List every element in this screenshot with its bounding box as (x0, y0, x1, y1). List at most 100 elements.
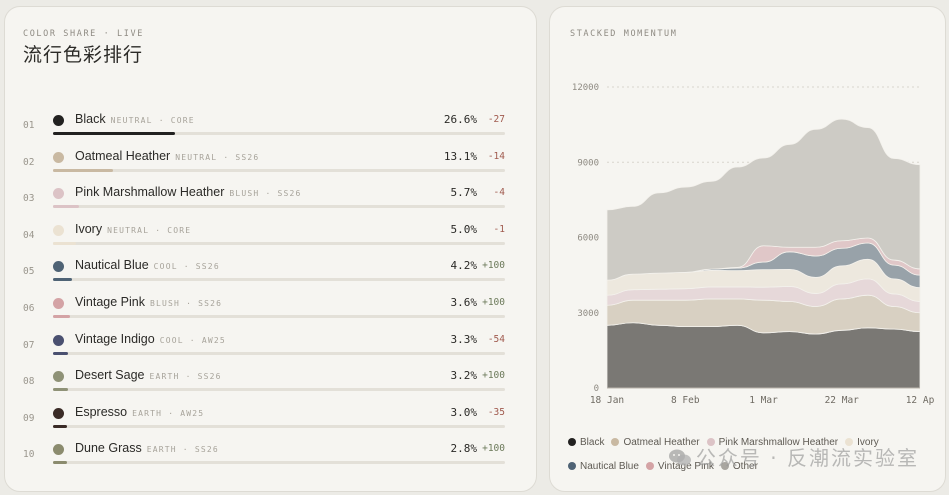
y-tick-label: 6000 (577, 234, 599, 244)
color-row: 08 Desert Sage EARTH · SS26 3.2% +100 (23, 368, 505, 405)
share-percent: 3.2% (450, 369, 478, 383)
color-name-text: Pink Marshmallow Heather (75, 185, 225, 200)
share-bar-track (53, 424, 505, 428)
color-name-text: Black (75, 112, 106, 126)
legend-swatch (720, 462, 729, 470)
x-tick-label: 18 Jan (590, 395, 624, 406)
stacked-area-chart: 0 3000 6000 9000 12000 18 Jan 8 Feb 1 Mar 22 Mar… (572, 83, 935, 406)
color-row: 05 Nautical Blue COOL · SS26 4.2% +100 (23, 258, 505, 295)
share-bar-fill (53, 168, 114, 172)
color-name: Espresso EARTH · AW25 (75, 405, 204, 419)
share-percent: 5.0% (450, 222, 478, 236)
color-name-text: Ivory (75, 221, 103, 236)
x-tick-label: 8 Feb (671, 395, 700, 406)
color-swatch (53, 407, 64, 419)
color-tags: EARTH · AW25 (132, 408, 205, 418)
x-tick-label: 12 Ap (906, 395, 935, 406)
color-name: Oatmeal Heather NEUTRAL · SS26 (75, 149, 259, 163)
rank-number: 02 (23, 156, 35, 168)
legend-label: Nautical Blue (580, 461, 639, 472)
color-row: 03 Pink Marshmallow Heather BLUSH · SS26 5.… (23, 185, 505, 222)
color-name: Pink Marshmallow Heather BLUSH · SS26 (75, 185, 302, 199)
color-swatch (53, 444, 64, 456)
share-bar-track (53, 241, 505, 245)
color-row: 07 Vintage Indigo COOL · AW25 3.3% -54 (23, 332, 505, 369)
color-row: 09 Espresso EARTH · AW25 3.0% -35 (23, 405, 505, 442)
stacked-momentum-card: STACKED MOMENTUM 0 3000 6000 9000 12000 18 Ja… (549, 6, 946, 492)
legend-item: Oatmeal Heather (611, 431, 700, 455)
color-tags: NEUTRAL · CORE (110, 116, 195, 125)
share-delta: -35 (487, 406, 505, 418)
share-delta: +100 (482, 443, 505, 455)
color-tags: EARTH · SS26 (149, 372, 222, 382)
color-name-text: Vintage Indigo (75, 331, 155, 346)
share-bar-fill (53, 424, 67, 428)
color-swatch (53, 334, 64, 346)
share-bar-track (53, 205, 505, 209)
color-name-text: Espresso (75, 404, 128, 419)
share-percent: 26.6% (443, 113, 477, 126)
share-bar-fill (53, 132, 176, 135)
legend-item: Pink Marshmallow Heather (706, 431, 838, 455)
legend-item: Black (568, 431, 604, 455)
share-bar-fill (53, 388, 68, 392)
color-swatch (53, 115, 64, 126)
color-row: 04 Ivory NEUTRAL · CORE 5.0% -1 (23, 222, 505, 259)
share-bar-track (53, 168, 505, 172)
card-eyebrow: COLOR SHARE · LIVE (23, 29, 144, 39)
watermark: 公众号 · 反潮流实验室 (668, 442, 919, 471)
color-tags: COOL · SS26 (153, 262, 220, 272)
wechat-icon (668, 449, 691, 466)
share-bar-track (53, 132, 505, 135)
share-delta: -54 (487, 333, 505, 345)
rank-number: 03 (23, 193, 35, 205)
legend-item: Ivory (845, 431, 879, 455)
legend-swatch (611, 438, 620, 446)
x-tick-label: 22 Mar (825, 395, 860, 406)
legend-swatch (568, 438, 576, 446)
legend-label: Black (580, 437, 605, 448)
share-bar-track (53, 461, 505, 465)
color-tags: NEUTRAL · CORE (107, 225, 192, 235)
color-name: Black NEUTRAL · CORE (75, 112, 195, 126)
share-bar-track (53, 388, 505, 392)
legend-swatch (568, 462, 576, 470)
rank-number: 04 (23, 229, 35, 241)
share-bar-fill (53, 278, 73, 282)
color-name: Vintage Indigo COOL · AW25 (75, 332, 226, 346)
color-tags: NEUTRAL · SS26 (175, 152, 260, 162)
y-tick-label: 12000 (572, 83, 599, 93)
color-swatch (53, 261, 64, 273)
rank-number: 06 (23, 303, 35, 314)
color-name-text: Desert Sage (75, 368, 145, 383)
color-swatch (53, 298, 64, 309)
legend-item: Other (720, 455, 758, 479)
card-title: 流行色彩排行 (23, 44, 144, 66)
rank-number: 09 (23, 412, 35, 424)
share-bar-track (53, 351, 505, 355)
color-tags: COOL · AW25 (159, 335, 226, 345)
color-swatch (53, 151, 64, 163)
color-row: 01 Black NEUTRAL · CORE 26.6% -27 (23, 112, 505, 149)
legend-label: Oatmeal Heather (623, 437, 700, 448)
share-percent: 3.6% (450, 296, 478, 309)
share-percent: 13.1% (443, 149, 477, 163)
legend-item: Nautical Blue (568, 455, 639, 479)
area-series-other (606, 118, 921, 281)
color-ranking-card: COLOR SHARE · LIVE 流行色彩排行 01 Black NEUTRAL… (4, 6, 537, 492)
color-tags: EARTH · SS26 (146, 445, 219, 455)
x-tick-label: 1 Mar (749, 395, 778, 406)
rank-number: 10 (23, 449, 35, 461)
share-delta: +100 (482, 260, 505, 272)
legend-item: Vintage Pink (645, 455, 714, 479)
share-percent: 4.2% (450, 259, 478, 273)
y-tick-label: 9000 (577, 158, 599, 168)
share-percent: 5.7% (450, 186, 478, 200)
color-row: 06 Vintage Pink BLUSH · SS26 3.6% +100 (23, 295, 505, 332)
share-percent: 2.8% (450, 442, 478, 456)
share-bar-fill (53, 315, 70, 318)
color-name: Vintage Pink BLUSH · SS26 (75, 295, 222, 309)
share-percent: 3.0% (450, 405, 478, 419)
share-bar-fill (53, 461, 67, 465)
rank-number: 07 (23, 339, 35, 351)
